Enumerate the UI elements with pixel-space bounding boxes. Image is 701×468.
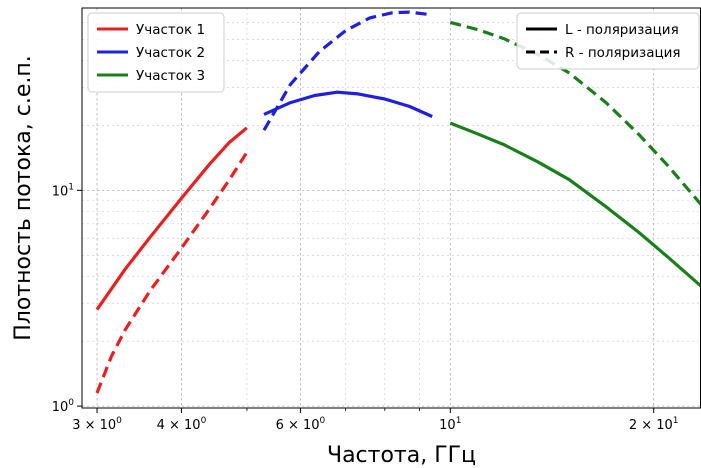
series-legend-label: Участок 3: [136, 68, 205, 84]
series-line-участок-3-l: [449, 121, 701, 288]
series-line-участок-2-r: [262, 10, 433, 131]
series-line-участок-3-r: [449, 20, 701, 206]
x-tick-label: 6 × 100: [276, 416, 326, 433]
series-line-участок-1-l: [95, 126, 248, 311]
y-tick-label: 100: [52, 398, 75, 415]
y-axis-label: Плотность потока, с.е.п.: [11, 55, 36, 340]
x-tick-label: 3 × 100: [72, 416, 122, 433]
polarization-legend-label: L - поляризация: [565, 22, 679, 38]
x-tick-label: 4 × 100: [157, 416, 207, 433]
polarization-legend-label: R - поляризация: [565, 45, 681, 61]
series-legend: Участок 1 Участок 2 Участок 3: [87, 12, 225, 93]
series-legend-label: Участок 1: [136, 22, 205, 38]
x-tick-label: 2 × 101: [629, 416, 679, 433]
series-legend-box: [87, 12, 225, 93]
series-line-участок-2-l: [263, 90, 433, 118]
x-axis-label: Частота, ГГц: [327, 443, 476, 468]
series-line-участок-1-r: [95, 151, 249, 394]
series-layer: [95, 10, 701, 394]
polarization-legend: L - поляризация R - поляризация: [516, 12, 700, 70]
tick-layer: 3 × 100 4 × 100 6 × 100 101 2 × 101 100 101: [52, 182, 679, 433]
series-legend-label: Участок 2: [136, 45, 205, 61]
y-tick-label: 101: [52, 182, 74, 199]
polarization-legend-box: [516, 12, 700, 70]
x-tick-label: 101: [439, 416, 461, 433]
